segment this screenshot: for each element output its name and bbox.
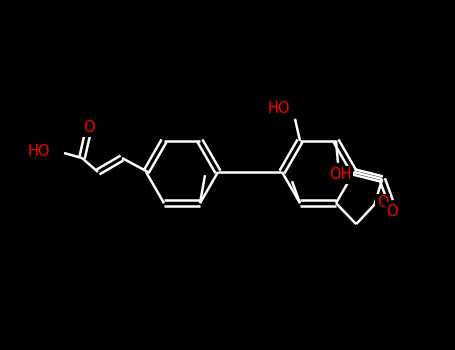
Text: O: O	[386, 204, 398, 218]
Text: HO: HO	[268, 101, 290, 116]
Text: O: O	[377, 195, 388, 210]
Text: OH: OH	[329, 167, 351, 182]
Text: HO: HO	[27, 144, 50, 159]
Text: O: O	[83, 120, 95, 135]
